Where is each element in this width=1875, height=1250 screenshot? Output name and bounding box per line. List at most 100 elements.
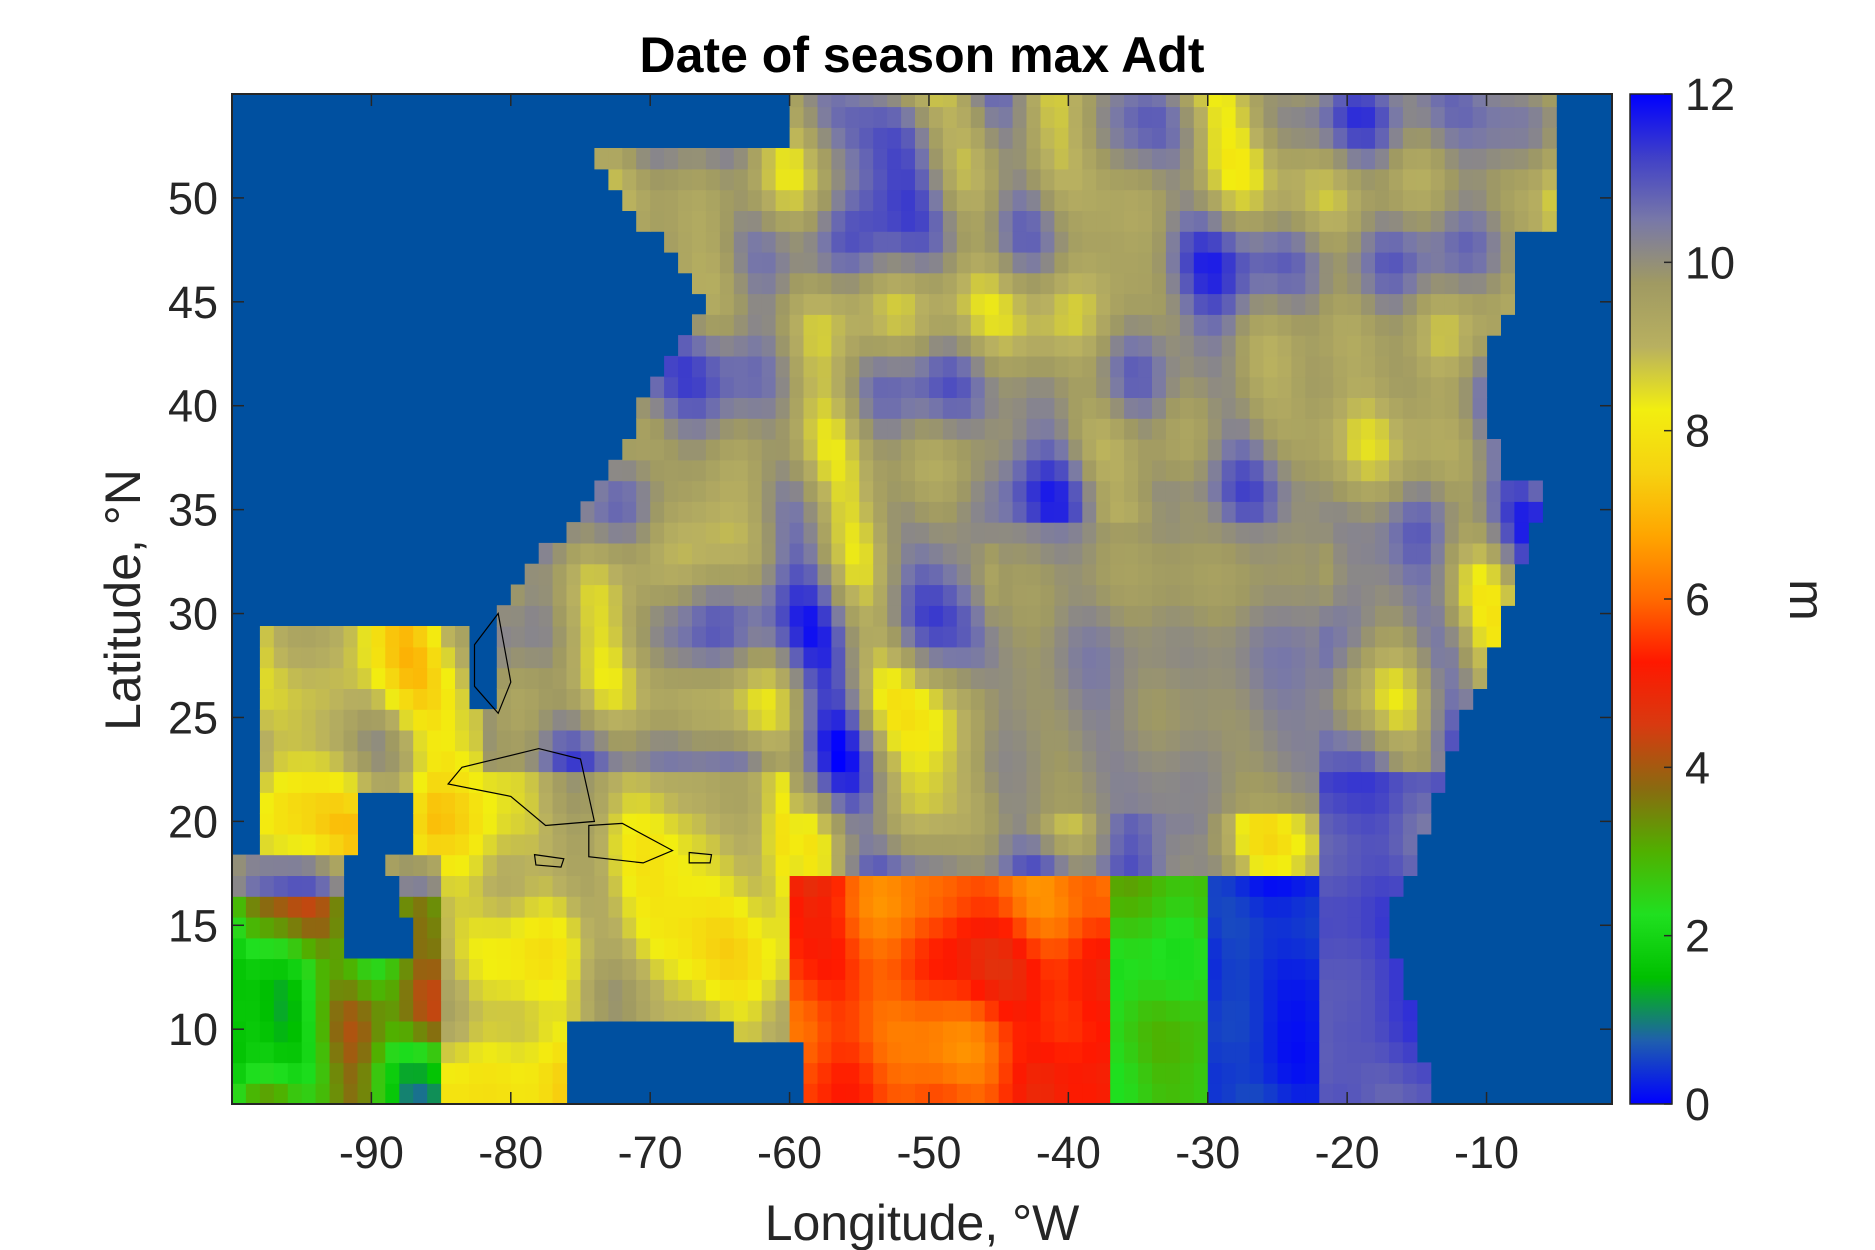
heatmap-cell bbox=[664, 605, 679, 627]
heatmap-cell bbox=[887, 584, 902, 606]
heatmap-cell bbox=[1472, 189, 1488, 211]
heatmap-cell bbox=[1347, 626, 1362, 648]
heatmap-cell bbox=[524, 709, 540, 731]
heatmap-cell bbox=[1472, 293, 1488, 315]
heatmap-cell bbox=[441, 937, 456, 960]
heatmap-cell bbox=[650, 875, 665, 897]
heatmap-cell bbox=[970, 1041, 986, 1064]
heatmap-cell bbox=[1193, 1062, 1209, 1084]
heatmap-cell bbox=[1193, 937, 1209, 960]
heatmap-cell bbox=[1012, 875, 1028, 897]
heatmap-cell bbox=[873, 958, 888, 980]
heatmap-cell bbox=[1012, 729, 1028, 752]
heatmap-cell bbox=[803, 563, 818, 586]
heatmap-cell bbox=[1221, 854, 1237, 876]
heatmap-cell bbox=[1514, 210, 1529, 232]
heatmap-cell bbox=[1402, 813, 1418, 835]
heatmap-cell bbox=[1486, 314, 1501, 336]
heatmap-cell bbox=[1110, 605, 1125, 627]
heatmap-cell bbox=[1124, 937, 1139, 960]
heatmap-cell bbox=[929, 792, 944, 814]
heatmap-cell bbox=[901, 251, 916, 274]
heatmap-cell bbox=[287, 1083, 303, 1104]
heatmap-cell bbox=[1249, 1083, 1265, 1104]
heatmap-cell bbox=[915, 397, 930, 419]
heatmap-cell bbox=[1040, 439, 1055, 461]
heatmap-cell bbox=[1207, 94, 1223, 108]
heatmap-cell bbox=[1444, 293, 1460, 315]
heatmap-cell bbox=[1012, 1000, 1028, 1022]
heatmap-cell bbox=[929, 1062, 944, 1084]
heatmap-cell bbox=[901, 1062, 916, 1084]
heatmap-cell bbox=[1305, 439, 1320, 461]
heatmap-cell bbox=[678, 667, 693, 689]
heatmap-cell bbox=[831, 542, 846, 565]
heatmap-cell bbox=[998, 355, 1014, 378]
heatmap-cell bbox=[1347, 896, 1362, 918]
heatmap-cell bbox=[1124, 1020, 1139, 1043]
heatmap-cell bbox=[970, 397, 986, 419]
heatmap-cell bbox=[831, 355, 846, 378]
heatmap-cell bbox=[1319, 355, 1334, 378]
heatmap-cell bbox=[984, 937, 1000, 960]
heatmap-cell bbox=[566, 937, 581, 960]
heatmap-cell bbox=[1207, 397, 1223, 419]
heatmap-cell bbox=[580, 792, 595, 814]
heatmap-cell bbox=[1416, 439, 1432, 461]
heatmap-cell bbox=[1319, 1000, 1334, 1022]
heatmap-cell bbox=[1402, 771, 1418, 793]
heatmap-cell bbox=[1026, 896, 1041, 918]
heatmap-cell bbox=[427, 688, 442, 710]
heatmap-cell bbox=[1333, 501, 1348, 523]
heatmap-cell bbox=[1389, 1083, 1404, 1104]
heatmap-cell bbox=[1152, 1041, 1167, 1064]
heatmap-cell bbox=[1110, 833, 1125, 856]
heatmap-cell bbox=[622, 854, 637, 876]
heatmap-cell bbox=[1110, 667, 1125, 689]
heatmap-cell bbox=[1277, 605, 1292, 627]
heatmap-cell bbox=[803, 168, 818, 191]
heatmap-cell bbox=[357, 771, 372, 793]
heatmap-cell bbox=[1402, 94, 1418, 108]
heatmap-cell bbox=[1263, 418, 1278, 440]
heatmap-cell bbox=[1291, 418, 1306, 440]
heatmap-cell bbox=[942, 688, 958, 710]
heatmap-cell bbox=[998, 189, 1014, 211]
heatmap-cell bbox=[1152, 106, 1167, 128]
heatmap-cell bbox=[1416, 1062, 1432, 1084]
heatmap-cell bbox=[1082, 397, 1097, 419]
heatmap-cell bbox=[1430, 127, 1446, 149]
heatmap-cell bbox=[608, 584, 623, 606]
heatmap-cell bbox=[803, 646, 818, 669]
heatmap-cell bbox=[469, 771, 484, 793]
heatmap-cell bbox=[1375, 896, 1390, 918]
heatmap-cell bbox=[1347, 501, 1362, 523]
heatmap-cell bbox=[915, 937, 930, 960]
heatmap-cell bbox=[1444, 459, 1460, 482]
heatmap-cell bbox=[329, 1000, 345, 1022]
heatmap-cell bbox=[1012, 1020, 1028, 1043]
heatmap-cell bbox=[1179, 335, 1195, 357]
heatmap-cell bbox=[1221, 335, 1237, 357]
heatmap-cell bbox=[1263, 917, 1278, 939]
heatmap-cell bbox=[1221, 896, 1237, 918]
heatmap-cell bbox=[259, 750, 275, 773]
heatmap-cell bbox=[1486, 439, 1501, 461]
heatmap-cell bbox=[1068, 833, 1083, 856]
heatmap-cell bbox=[1319, 418, 1334, 440]
heatmap-cell bbox=[1249, 210, 1265, 232]
heatmap-cell bbox=[1040, 127, 1055, 149]
heatmap-cell bbox=[413, 771, 428, 793]
heatmap-cell bbox=[664, 1000, 679, 1022]
heatmap-cell bbox=[984, 667, 1000, 689]
heatmap-cell bbox=[998, 1020, 1014, 1043]
heatmap-cell bbox=[831, 397, 846, 419]
heatmap-cell bbox=[1333, 376, 1348, 398]
heatmap-cell bbox=[845, 688, 860, 710]
heatmap-cell bbox=[622, 979, 637, 1001]
heatmap-cell bbox=[859, 833, 874, 856]
heatmap-cell bbox=[1402, 397, 1418, 419]
heatmap-cell bbox=[622, 459, 637, 482]
heatmap-cell bbox=[873, 127, 888, 149]
heatmap-cell bbox=[1333, 1083, 1348, 1104]
